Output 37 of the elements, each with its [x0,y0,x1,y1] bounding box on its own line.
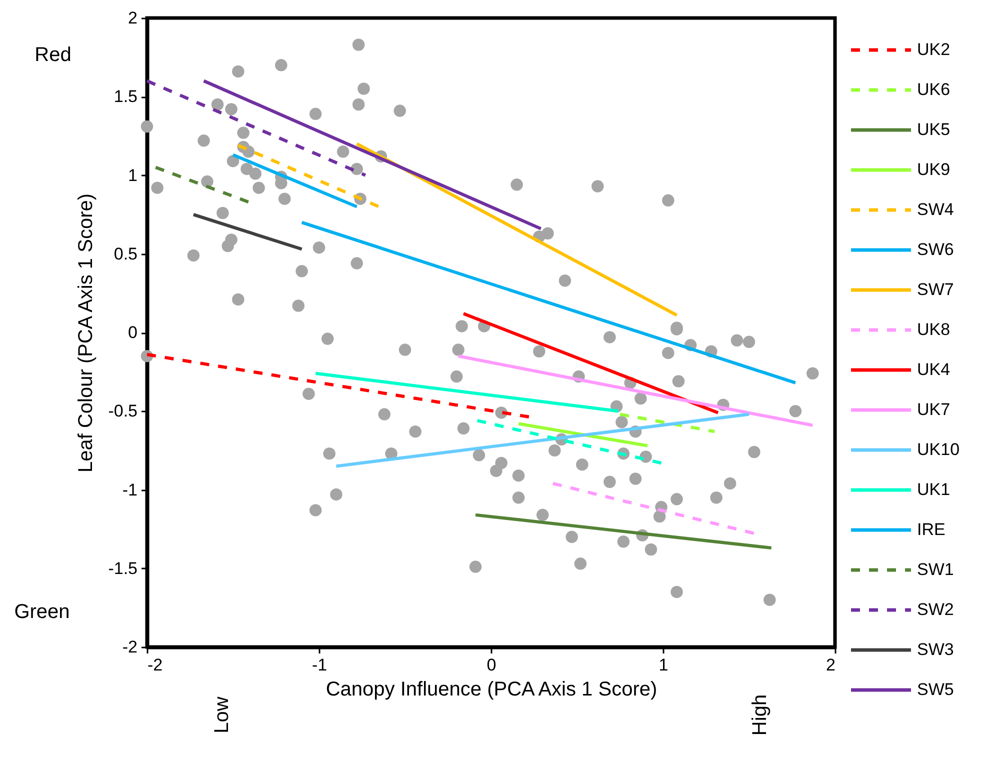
legend-label: UK8 [917,320,950,339]
legend-label: SW6 [917,240,954,259]
text: Green [14,601,70,623]
legend-label: UK6 [917,80,950,99]
x-tick-label: 2 [826,656,836,674]
legend-label: UK1 [917,480,950,499]
legend-label: UK9 [917,160,950,179]
text: Low [211,696,233,734]
legend-label: SW4 [917,200,954,219]
legend-label: UK7 [917,400,950,419]
y-tick-label: 1 [128,166,138,185]
y-tick-label: -1.5 [108,558,138,578]
legend-label: SW7 [917,280,954,299]
y-axis-title: Leaf Colour (PCA Axis 1 Score) [75,193,98,473]
y-tick-label: 1.5 [114,87,138,106]
legend-label: SW2 [917,600,954,619]
legend-label: UK10 [917,440,960,459]
x-tick-label: -2 [148,656,163,674]
x-tick-label: -1 [312,656,328,674]
y-tick-label: 0.5 [114,244,138,264]
text: High [749,694,771,736]
legend-label: IRE [917,520,946,539]
legend-label: SW5 [917,680,954,699]
x-axis-title: Canopy Influence (PCA Axis 1 Score) [326,678,658,700]
y-tick-label: -1 [122,480,138,500]
legend-label: UK4 [917,360,950,379]
y-tick-label: -2 [122,638,138,656]
y-tick-label: -0.5 [108,402,138,421]
legend-label: UK2 [917,40,950,59]
y-tick-label: 2 [128,8,138,28]
y-tick-label: 0 [128,323,138,342]
text: Red [34,44,72,66]
x-tick-label: 0 [486,656,496,674]
legend-label: UK5 [917,120,950,139]
legend-label: SW3 [917,640,954,659]
legend-label: SW1 [917,560,954,579]
x-tick-label: 1 [658,656,668,674]
